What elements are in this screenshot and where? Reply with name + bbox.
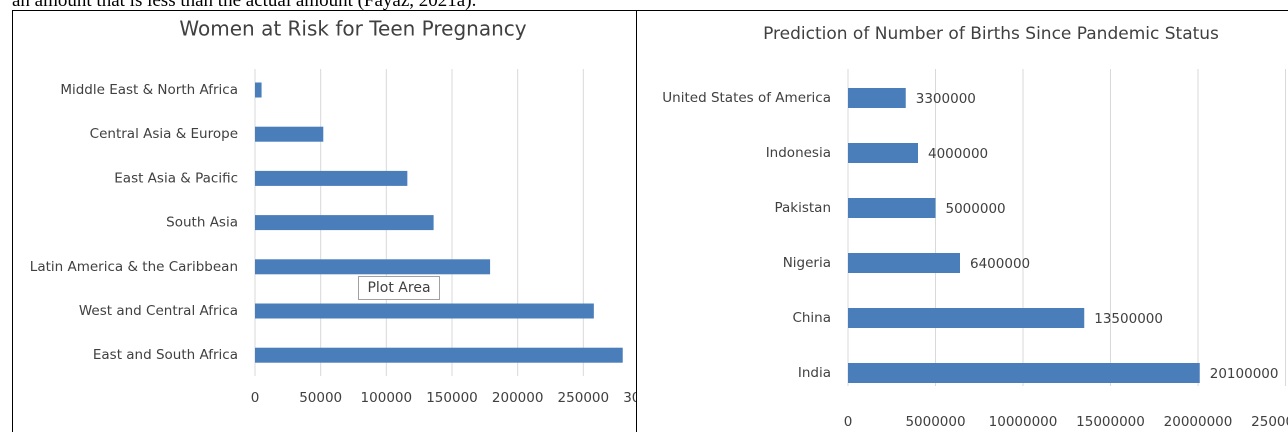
x-tick-label: 25000000 — [1251, 414, 1288, 430]
header-text: an amount that is less than the actual a… — [12, 0, 476, 11]
x-tick-label: 150000 — [426, 390, 478, 406]
y-tick-label: Pakistan — [774, 200, 831, 216]
tooltip-text: Plot Area — [367, 280, 430, 296]
panel-border — [636, 10, 1288, 432]
data-label: 13500000 — [1094, 311, 1163, 327]
bar — [255, 215, 434, 231]
bar — [848, 308, 1085, 328]
y-tick-label: East and South Africa — [93, 347, 238, 363]
x-tick-label: 250000 — [558, 390, 610, 406]
x-tick-label: 10000000 — [989, 414, 1058, 430]
x-tick-label: 300000 — [623, 390, 675, 406]
y-tick-label: India — [798, 365, 831, 381]
data-label: 3300000 — [916, 91, 976, 107]
data-label: 5000000 — [946, 201, 1006, 217]
y-tick-label: Nigeria — [783, 255, 831, 271]
x-tick-label: 5000000 — [905, 414, 965, 430]
bar — [848, 198, 936, 218]
bar — [255, 170, 408, 186]
bar — [255, 303, 594, 319]
chart: Women at Risk for Teen Pregnancy 0 50000 10… — [30, 17, 675, 407]
x-tick-label: 0 — [251, 390, 260, 406]
tooltip-box — [358, 276, 440, 300]
data-label: 20100000 — [1210, 366, 1279, 382]
bar — [255, 347, 623, 363]
y-tick-label: East Asia & Pacific — [114, 170, 238, 186]
y-tick-label: Indonesia — [766, 145, 831, 161]
chart-title: Prediction of Number of Births Since Pan… — [763, 24, 1219, 44]
y-tick-label: West and Central Africa — [79, 303, 238, 319]
x-tick-label: 15000000 — [1076, 414, 1145, 430]
x-tick-label: 0 — [844, 414, 853, 430]
bar — [848, 143, 918, 163]
x-tick-label: 20000000 — [1164, 414, 1233, 430]
bar — [848, 363, 1200, 383]
y-tick-label: Latin America & the Caribbean — [30, 259, 238, 275]
y-tick-label: South Asia — [166, 215, 238, 231]
bar — [848, 253, 960, 273]
data-label: 6400000 — [970, 256, 1030, 272]
tooltip: Plot Area — [358, 276, 440, 300]
chart: Prediction of Number of Births Since Pan… — [662, 24, 1288, 430]
y-tick-label: China — [792, 310, 831, 326]
y-tick-label: Central Asia & Europe — [90, 126, 238, 142]
bar — [255, 259, 491, 275]
y-tick-label: Middle East & North Africa — [60, 82, 238, 98]
data-label: 4000000 — [928, 146, 988, 162]
bar — [255, 126, 324, 142]
x-tick-label: 200000 — [492, 390, 544, 406]
bar — [255, 82, 262, 98]
chart-title: Women at Risk for Teen Pregnancy — [179, 17, 526, 41]
y-tick-label: United States of America — [662, 90, 831, 106]
bar — [848, 88, 906, 108]
x-tick-label: 100000 — [361, 390, 413, 406]
x-tick-label: 50000 — [299, 390, 342, 406]
